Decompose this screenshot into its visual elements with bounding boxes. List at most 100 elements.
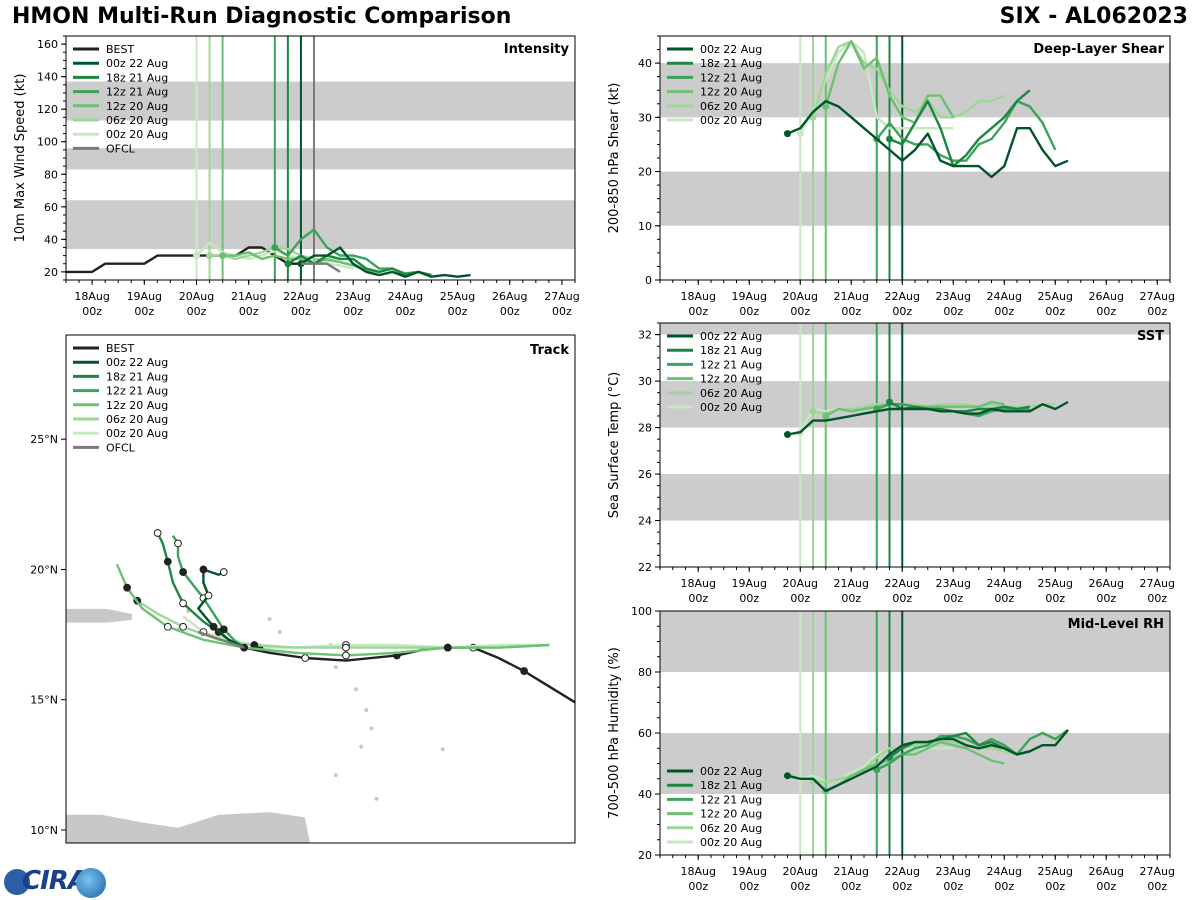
globe-icon [76, 868, 106, 898]
rh-xtick-date: 18Aug [681, 865, 716, 878]
rh-ytick-label: 40 [638, 788, 652, 801]
sst-xtick-date: 18Aug [681, 577, 716, 590]
shear-band [660, 63, 1170, 118]
intensity-xtick-time: 00z [134, 305, 154, 318]
sst-band [660, 474, 1170, 521]
intensity-ytick-label: 80 [44, 168, 58, 181]
intensity-series-start-point [193, 252, 201, 260]
rh-chart: 20 40 60 80 100 18Aug 00z 19Aug 00z 20Aug 00z 21Aug… [607, 605, 1175, 893]
intensity-xtick-date: 24Aug [388, 290, 423, 303]
track-series-point [163, 557, 172, 566]
track-best-point [301, 654, 310, 662]
intensity-legend-label: 18z 21 Aug [106, 71, 168, 84]
sst-xtick-date: 27Aug [1140, 577, 1175, 590]
sst-chart: 22 24 26 28 30 32 18Aug 00z 19Aug 00z 20Aug 00z 21Au… [607, 322, 1175, 605]
shear-xtick-time: 00z [943, 305, 963, 318]
sst-series-start-point [809, 407, 817, 415]
rh-ytick-label: 20 [638, 849, 652, 862]
track-series-point [163, 622, 172, 631]
sst-band [660, 323, 1170, 335]
shear-legend-label: 06z 20 Aug [700, 100, 762, 113]
track-legend-label: 06z 20 Aug [106, 413, 168, 426]
sst-legend-label: 06z 20 Aug [700, 387, 762, 400]
intensity-xtick-date: 27Aug [544, 290, 579, 303]
shear-xtick-date: 25Aug [1038, 290, 1073, 303]
sst-legend-label: 00z 20 Aug [700, 401, 762, 414]
intensity-series-start-point [284, 260, 292, 268]
intensity-legend-label: 12z 20 Aug [106, 100, 168, 113]
sst-xtick-date: 20Aug [783, 577, 818, 590]
intensity-series-start-point [271, 243, 279, 251]
track-series-point [179, 568, 187, 576]
intensity-band [66, 200, 575, 250]
shear-xtick-date: 19Aug [732, 290, 767, 303]
intensity-series-line [300, 246, 471, 278]
land-island [440, 747, 445, 752]
rh-series-start-point [784, 772, 791, 780]
shear-xtick-date: 27Aug [1140, 290, 1175, 303]
shear-xtick-date: 20Aug [783, 290, 818, 303]
sst-title: SST [1137, 329, 1164, 344]
intensity-xtick-time: 00z [343, 305, 363, 318]
shear-xtick-time: 00z [1045, 305, 1065, 318]
rh-xtick-time: 00z [790, 880, 810, 893]
intensity-xtick-date: 25Aug [440, 290, 475, 303]
intensity-legend-label: 12z 21 Aug [106, 86, 168, 99]
rh-xtick-date: 19Aug [732, 865, 767, 878]
intensity-ytick-label: 40 [44, 233, 58, 246]
rh-xtick-date: 21Aug [834, 865, 869, 878]
sst-xtick-date: 19Aug [732, 577, 767, 590]
land-island [359, 744, 364, 749]
sst-xtick-date: 23Aug [936, 577, 971, 590]
intensity-xtick-date: 20Aug [179, 290, 214, 303]
intensity-ytick-label: 160 [37, 38, 58, 51]
shear-series-line [889, 89, 1031, 168]
land-island [374, 796, 379, 801]
shear-chart: 0 10 20 30 40 18Aug 00z 19Aug 00z 20Aug 00z 21Aug 00… [607, 35, 1175, 318]
intensity-legend-label: BEST [106, 43, 134, 56]
sst-xtick-date: 26Aug [1089, 577, 1124, 590]
track-series-point [209, 622, 218, 631]
shear-xtick-date: 22Aug [885, 290, 920, 303]
track-series-point [443, 643, 452, 652]
sst-xtick-time: 00z [892, 592, 912, 605]
rh-xtick-time: 00z [943, 880, 963, 893]
shear-xtick-time: 00z [739, 305, 759, 318]
track-legend-label: 00z 20 Aug [106, 427, 168, 440]
shear-legend-label: 12z 20 Aug [700, 86, 762, 99]
sst-ytick-label: 28 [638, 422, 652, 435]
intensity-xtick-date: 18Aug [74, 290, 109, 303]
intensity-chart: 20 40 60 80 100 120 140 160 18Aug 00z 19Aug 00z 20Au… [13, 35, 580, 318]
track-series-point [342, 651, 350, 660]
rh-band [660, 611, 1170, 672]
shear-xtick-time: 00z [790, 305, 810, 318]
rh-xtick-date: 26Aug [1089, 865, 1124, 878]
track-legend-label: BEST [106, 342, 134, 355]
shear-title: Deep-Layer Shear [1033, 42, 1164, 57]
rh-series-line [876, 729, 1069, 771]
shear-ytick-label: 10 [638, 220, 652, 233]
sst-legend-label: 18z 21 Aug [700, 344, 762, 357]
sst-xtick-date: 25Aug [1038, 577, 1073, 590]
intensity-xtick-time: 00z [448, 305, 468, 318]
track-series-point [123, 583, 131, 592]
rh-legend-label: 06z 20 Aug [700, 822, 762, 835]
rh-series-line [825, 740, 1005, 793]
storm-id: SIX - AL062023 [999, 4, 1188, 29]
intensity-band [66, 81, 575, 121]
intensity-xtick-date: 26Aug [492, 290, 527, 303]
rh-xtick-date: 22Aug [885, 865, 920, 878]
track-frame [65, 334, 576, 844]
track-legend-label: 12z 20 Aug [106, 399, 168, 412]
intensity-xtick-time: 00z [552, 305, 572, 318]
land-island [267, 616, 272, 621]
land-island [333, 773, 338, 778]
sst-plot-area [660, 323, 1170, 567]
rh-series-line [787, 729, 1069, 793]
shear-xtick-date: 23Aug [936, 290, 971, 303]
page-title: HMON Multi-Run Diagnostic Comparison [12, 4, 512, 29]
shear-xtick-time: 00z [1147, 305, 1167, 318]
track-series-point [179, 599, 187, 608]
